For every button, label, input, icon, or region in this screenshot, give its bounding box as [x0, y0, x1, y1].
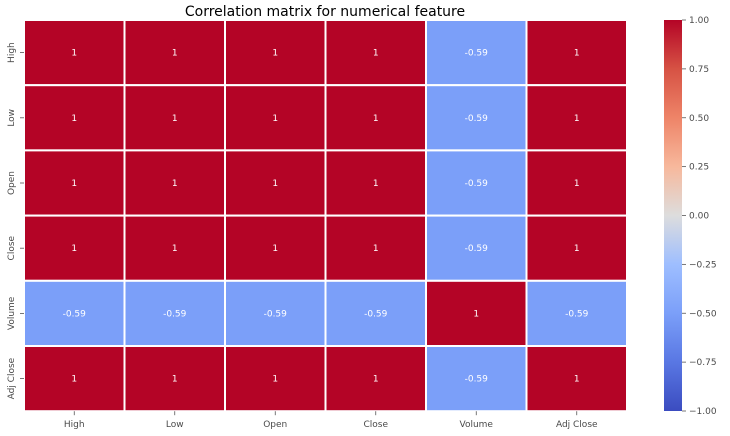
x-tick-label: Open — [263, 420, 287, 430]
cell-value-label: 1 — [272, 114, 278, 124]
heatmap-cell — [324, 214, 427, 282]
heatmap-cell — [324, 279, 427, 347]
colorbar-tick-label: 0.25 — [689, 163, 709, 173]
cell-value-label: 1 — [172, 244, 178, 254]
cell-value-label: -0.59 — [465, 244, 489, 254]
heatmap-cell — [425, 214, 528, 282]
heatmap-cell — [123, 214, 226, 282]
heatmap-cell — [23, 214, 126, 282]
heatmap-cell — [525, 345, 628, 413]
heatmap-cell — [23, 345, 126, 413]
cell-value-label: 1 — [272, 244, 278, 254]
y-tick-label: High — [7, 42, 17, 63]
x-tick-label: Adj Close — [556, 420, 598, 430]
chart-title: Correlation matrix for numerical feature — [185, 4, 465, 20]
cell-value-label: -0.59 — [465, 179, 489, 189]
colorbar-tick-label: 0.00 — [689, 212, 709, 222]
heatmap-cell — [123, 149, 226, 217]
cell-value-label: 1 — [172, 179, 178, 189]
cell-value-label: 1 — [272, 179, 278, 189]
colorbar-tick-label: −0.75 — [689, 358, 717, 368]
y-tick-label: Adj Close — [7, 357, 17, 399]
cell-value-label: -0.59 — [163, 309, 187, 319]
cell-value-label: -0.59 — [465, 49, 489, 59]
cell-value-label: 1 — [71, 179, 77, 189]
cell-value-label: 1 — [473, 309, 479, 319]
cell-value-label: -0.59 — [264, 309, 288, 319]
colorbar-tick-label: −0.25 — [689, 260, 717, 270]
cell-value-label: 1 — [71, 244, 77, 254]
cell-value-label: 1 — [272, 375, 278, 385]
cell-value-label: -0.59 — [364, 309, 388, 319]
heatmap-cell — [324, 149, 427, 217]
cell-value-label: 1 — [373, 49, 379, 59]
colorbar: 1.00 0.75 0.50 0.25 0.00 −0.25 −0.50 −0.75 −1.00 — [664, 16, 717, 417]
heatmap-cell — [224, 214, 327, 282]
x-tick-label: Low — [166, 420, 184, 430]
heatmap-cell — [224, 279, 327, 347]
cell-value-label: 1 — [574, 179, 580, 189]
cell-value-label: 1 — [172, 114, 178, 124]
cell-value-label: 1 — [373, 179, 379, 189]
heatmap-cell — [525, 279, 628, 347]
cell-value-label: 1 — [172, 49, 178, 59]
x-tick-label: Volume — [460, 420, 494, 430]
cell-value-label: 1 — [373, 114, 379, 124]
heatmap-cell — [425, 149, 528, 217]
cell-value-label: 1 — [272, 49, 278, 59]
colorbar-tick-label: −1.00 — [689, 407, 717, 417]
cell-value-label: 1 — [574, 49, 580, 59]
colorbar-tick-label: −0.50 — [689, 309, 717, 319]
y-tick-label: Low — [7, 109, 17, 127]
cell-value-label: 1 — [574, 375, 580, 385]
cell-value-label: -0.59 — [465, 375, 489, 385]
cell-value-label: 1 — [71, 375, 77, 385]
heatmap-cell — [324, 84, 427, 152]
cell-value-label: 1 — [373, 375, 379, 385]
heatmap-cell — [525, 19, 628, 87]
heatmap-cell — [123, 19, 226, 87]
cell-value-label: 1 — [71, 114, 77, 124]
cell-value-label: 1 — [71, 49, 77, 59]
y-tick-label: Volume — [7, 296, 17, 330]
heatmap-cells: 1 1 1 1 -0.59 1 1 1 1 1 -0.59 1 1 1 1 1 -0.59 1 1 1 1 1 -0.59 1… — [23, 19, 628, 413]
heatmap-cell — [425, 279, 528, 347]
cell-value-label: 1 — [172, 375, 178, 385]
x-tick-label: High — [64, 420, 85, 430]
cell-value-label: 1 — [373, 244, 379, 254]
cell-value-label: -0.59 — [63, 309, 87, 319]
heatmap-cell — [525, 149, 628, 217]
y-tick-label: Close — [7, 235, 17, 260]
heatmap-cell — [123, 84, 226, 152]
y-tick-label: Open — [7, 171, 17, 195]
heatmap-cell — [525, 84, 628, 152]
colorbar-tick-label: 1.00 — [689, 16, 709, 26]
cell-value-label: -0.59 — [465, 114, 489, 124]
x-axis-ticks: High Low Open Close Volume Adj Close — [64, 411, 598, 430]
x-tick-label: Close — [363, 420, 388, 430]
heatmap-cell — [525, 214, 628, 282]
colorbar-gradient — [664, 20, 682, 411]
y-axis-ticks: High Low Open Close Volume Adj Close — [7, 42, 24, 399]
cell-value-label: 1 — [574, 114, 580, 124]
colorbar-tick-label: 0.75 — [689, 65, 709, 75]
cell-value-label: -0.59 — [565, 309, 589, 319]
colorbar-tick-label: 0.50 — [689, 114, 709, 124]
cell-value-label: 1 — [574, 244, 580, 254]
